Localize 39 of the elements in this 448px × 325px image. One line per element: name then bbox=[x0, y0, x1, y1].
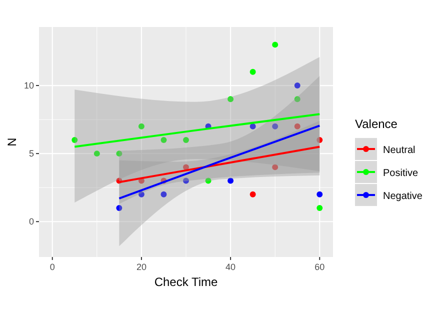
point bbox=[272, 42, 278, 48]
x-tick-label: 20 bbox=[136, 262, 146, 272]
x-tick-label: 0 bbox=[50, 262, 55, 272]
x-axis-title: Check Time bbox=[154, 275, 218, 289]
point bbox=[316, 205, 323, 211]
point bbox=[183, 178, 189, 184]
point bbox=[138, 191, 144, 198]
point bbox=[250, 123, 256, 130]
point bbox=[250, 191, 256, 198]
point bbox=[183, 136, 189, 143]
x-tick-label: 40 bbox=[226, 262, 236, 272]
point bbox=[316, 136, 323, 143]
point bbox=[250, 68, 256, 75]
point bbox=[138, 123, 144, 130]
y-tick-label: 10 bbox=[24, 80, 34, 91]
legend-label: Negative bbox=[383, 191, 423, 202]
legend-title: Valence bbox=[355, 117, 398, 131]
legend-label: Neutral bbox=[383, 145, 416, 156]
point bbox=[272, 164, 278, 170]
legend-label: Positive bbox=[383, 168, 418, 179]
point bbox=[183, 164, 189, 170]
point bbox=[160, 136, 167, 143]
point bbox=[72, 136, 78, 143]
point bbox=[272, 123, 278, 130]
x-tick-label: 60 bbox=[314, 262, 325, 272]
y-axis-title: N bbox=[5, 138, 19, 146]
point bbox=[228, 178, 234, 184]
point bbox=[160, 191, 167, 198]
point bbox=[205, 178, 212, 184]
point bbox=[94, 150, 100, 157]
point bbox=[116, 150, 122, 157]
point bbox=[294, 96, 300, 102]
y-tick-label: 5 bbox=[28, 148, 34, 159]
y-tick-label: 0 bbox=[28, 216, 34, 227]
point bbox=[316, 191, 323, 198]
point bbox=[116, 205, 122, 211]
point bbox=[294, 123, 300, 130]
point bbox=[228, 96, 234, 102]
point bbox=[294, 82, 300, 88]
